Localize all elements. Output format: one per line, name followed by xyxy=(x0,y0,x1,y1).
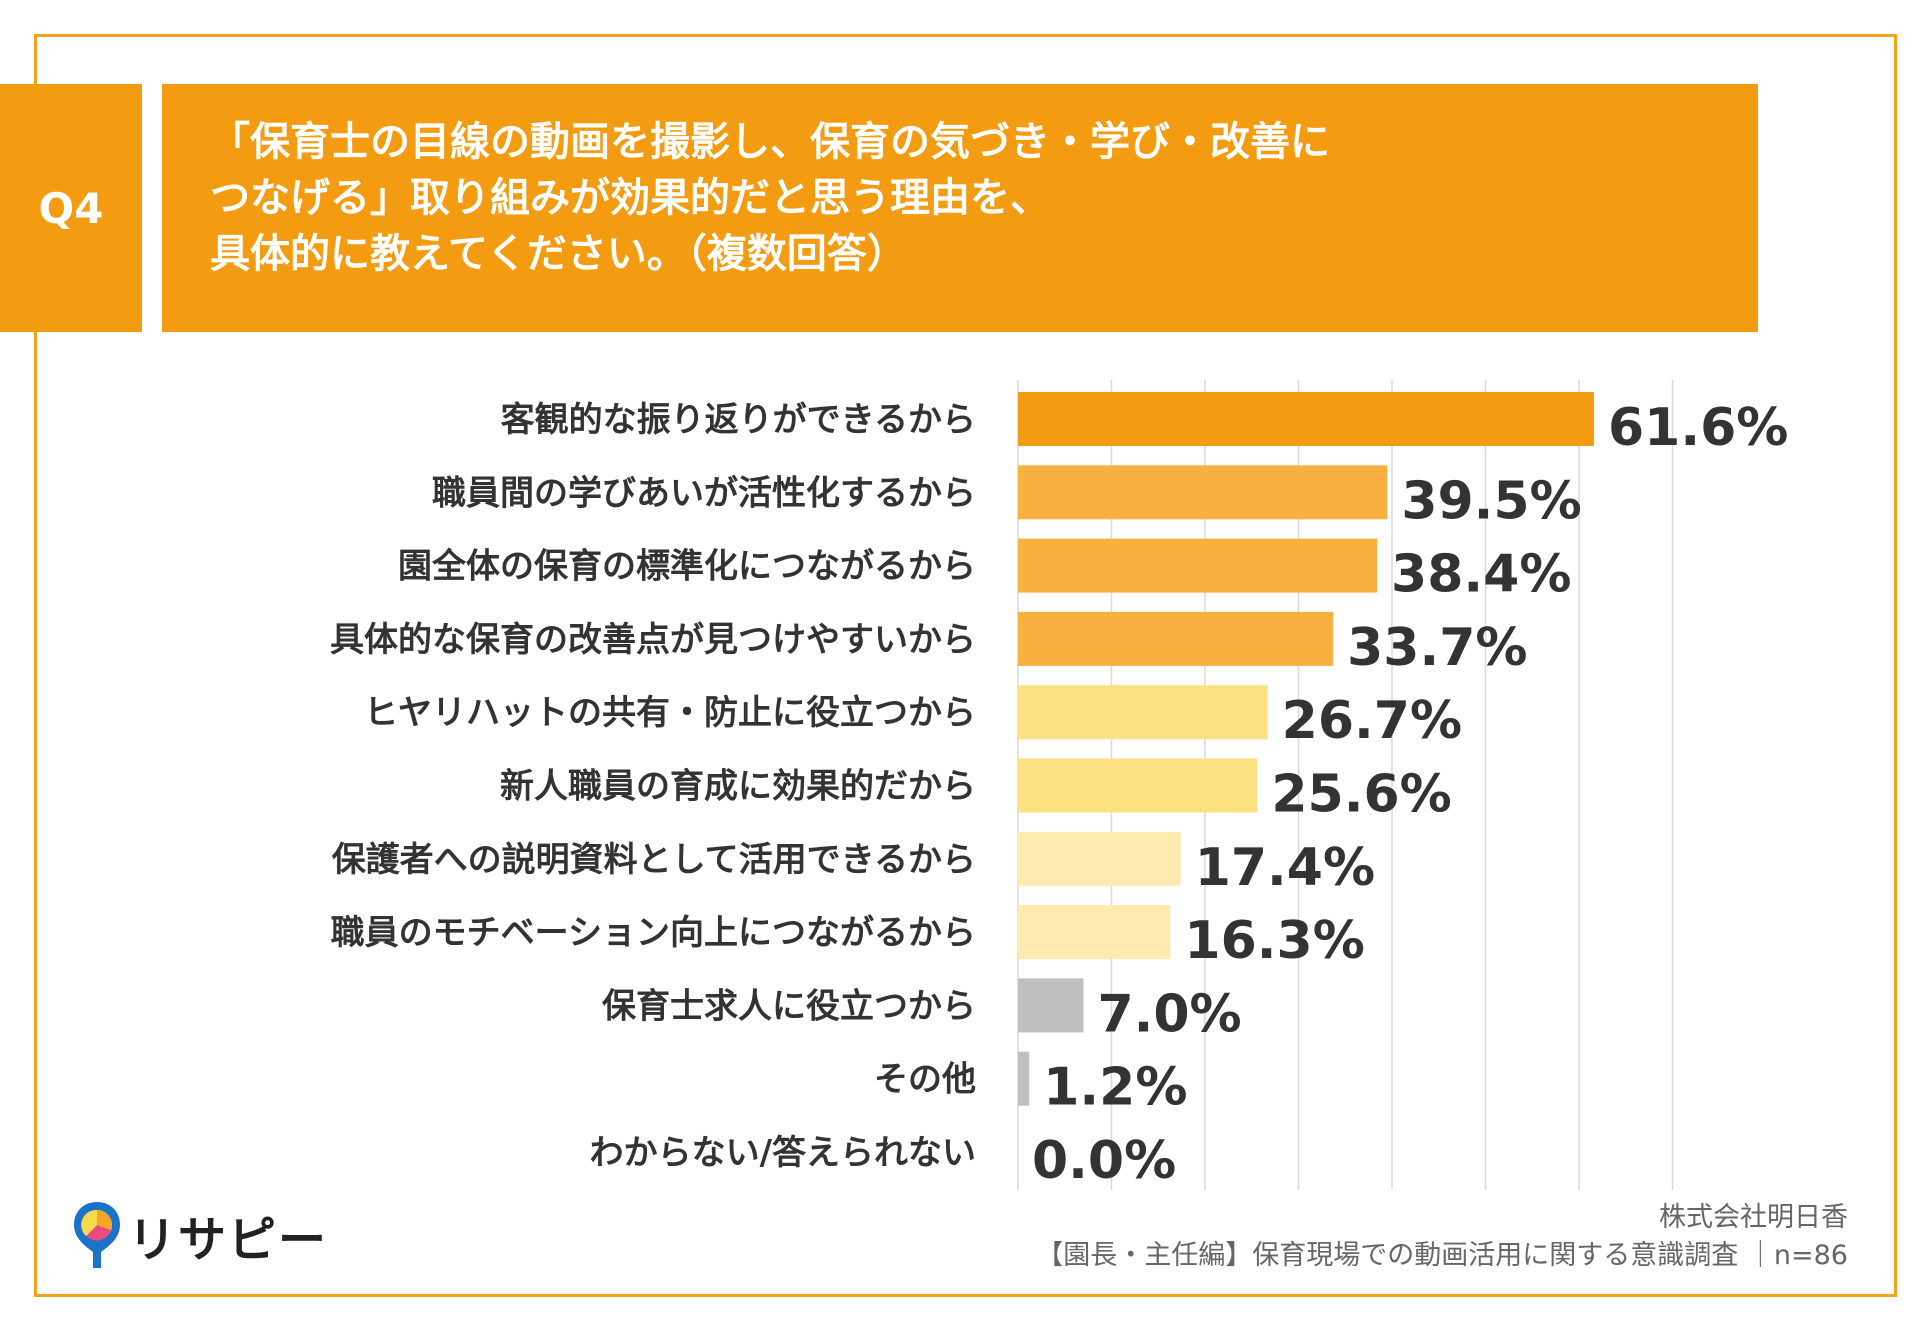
category-label: 具体的な保育の改善点が見つけやすいから xyxy=(330,620,976,660)
company-name: 株式会社明日香 xyxy=(1659,1202,1848,1233)
bar xyxy=(1018,978,1084,1033)
value-label: 33.7% xyxy=(1347,618,1527,678)
category-label: 園全体の保育の標準化につながるから xyxy=(398,547,976,587)
category-label: 職員のモチベーション向上につながるから xyxy=(331,913,976,953)
value-label: 0.0% xyxy=(1032,1131,1176,1191)
bar xyxy=(1018,758,1258,813)
bar xyxy=(1018,905,1171,960)
question-line-1: 「保育士の目線の動画を撮影し、保育の気づき・学び・改善に xyxy=(210,119,1330,165)
category-label: 保護者への説明資料として活用できるから xyxy=(332,840,976,880)
value-label: 7.0% xyxy=(1097,984,1241,1044)
bar xyxy=(1018,611,1334,666)
category-label: その他 xyxy=(874,1060,976,1100)
bar xyxy=(1018,392,1594,446)
bar xyxy=(1018,465,1388,520)
value-label: 38.4% xyxy=(1391,545,1571,605)
logo-pin-icon xyxy=(74,1202,120,1268)
category-label: 職員間の学びあいが活性化するから xyxy=(432,473,976,513)
category-label: 新人職員の育成に効果的だから xyxy=(500,767,976,807)
category-label: 保育士求人に役立つから xyxy=(602,986,976,1026)
survey-info: 【園長・主任編】保育現場での動画活用に関する意識調査 ｜n=86 xyxy=(1036,1240,1848,1271)
value-label: 26.7% xyxy=(1282,691,1462,751)
bar xyxy=(1018,831,1181,886)
question-line-3: 具体的に教えてください。（複数回答） xyxy=(210,231,907,277)
question-title: 「保育士の目線の動画を撮影し、保育の気づき・学び・改善に つなげる」取り組みが効… xyxy=(162,84,1758,332)
value-label: 39.5% xyxy=(1401,471,1581,531)
category-label: ヒヤリハットの共有・防止に役立つから xyxy=(364,693,976,733)
bar xyxy=(1018,685,1268,740)
chart-frame xyxy=(34,34,1897,1297)
logo: リサピー xyxy=(72,1200,328,1270)
question-badge: Q4 xyxy=(0,84,142,332)
logo-text: リサピー xyxy=(128,1212,329,1268)
value-label: 1.2% xyxy=(1043,1058,1187,1118)
value-label: 25.6% xyxy=(1271,765,1451,825)
value-label: 16.3% xyxy=(1184,911,1364,971)
bar xyxy=(1018,1051,1030,1106)
category-label: 客観的な振り返りができるから xyxy=(501,400,976,440)
bar xyxy=(1018,538,1378,593)
category-label: わからない/答えられない xyxy=(590,1133,976,1173)
value-label: 17.4% xyxy=(1195,838,1375,898)
value-label: 61.6% xyxy=(1608,398,1788,458)
question-line-2: つなげる」取り組みが効果的だと思う理由を、 xyxy=(210,175,1050,221)
